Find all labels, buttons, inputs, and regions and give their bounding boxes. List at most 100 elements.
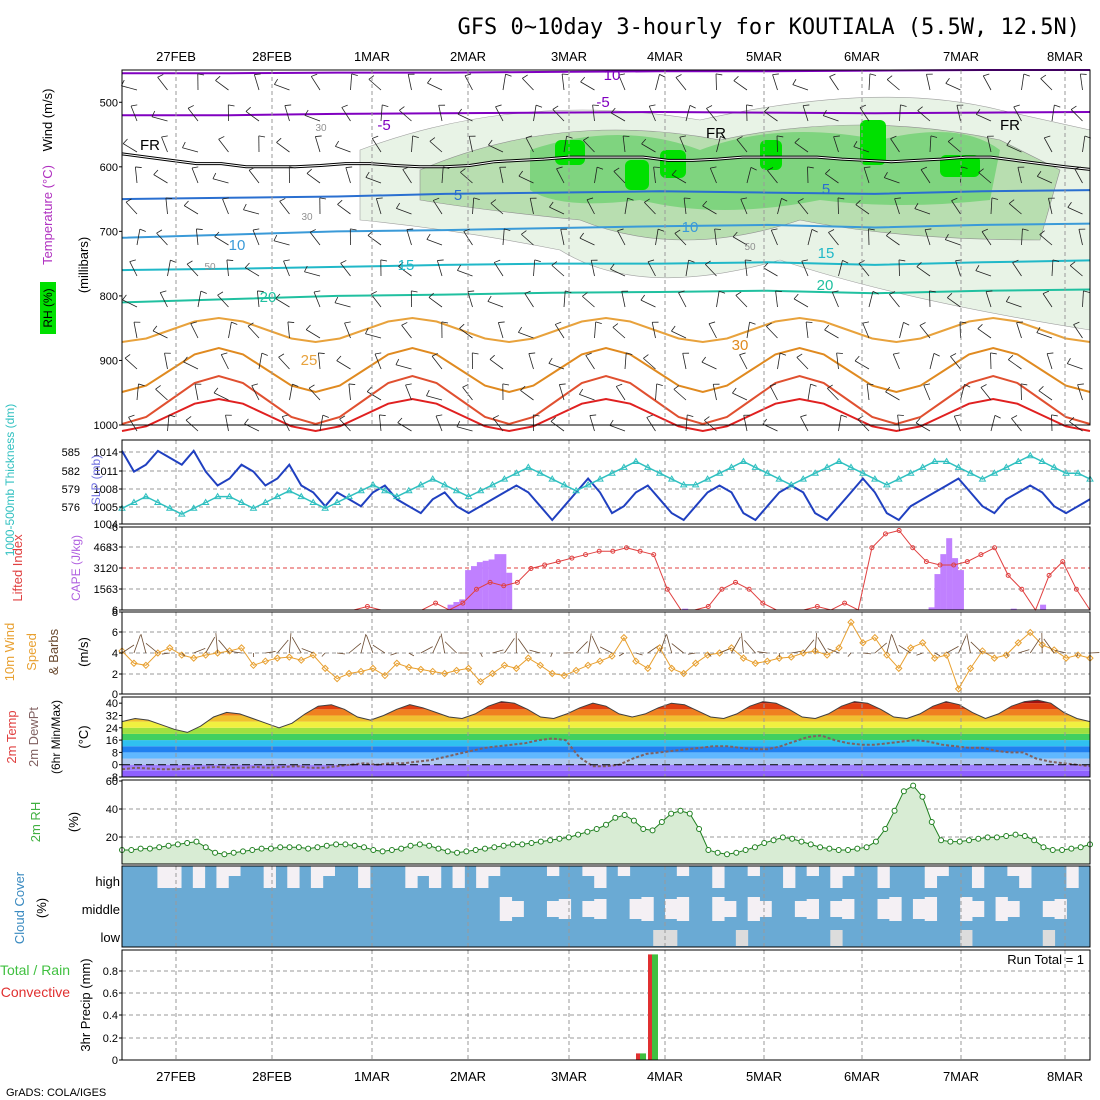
wind-barb [716, 136, 727, 153]
wind-speed-marker [572, 666, 580, 675]
wind-barb-shaft [427, 82, 443, 91]
wind-barb-flag [411, 290, 418, 293]
wind-barb-shaft [276, 142, 290, 153]
wind-barb-shaft [960, 384, 965, 401]
wind-barb [855, 200, 870, 215]
wind-barb-shaft [283, 260, 290, 277]
wind-barb-flag [688, 259, 695, 263]
wind-speed-marker [213, 649, 222, 657]
wind-barb [554, 321, 565, 339]
rh2m-marker [770, 837, 777, 844]
wind-barb-flag [275, 293, 281, 299]
wind-barb-shaft [831, 291, 839, 308]
rh-shade-90 [660, 150, 686, 178]
lifted-index-marker [869, 545, 875, 551]
wind-barb-shaft [980, 387, 992, 401]
cloud-middle-bar [912, 899, 926, 919]
wind-barb-flag [925, 228, 932, 231]
wind-barb-shaft [709, 167, 717, 184]
pressure-tick-label: 500 [100, 97, 118, 109]
wind-barb-shaft [923, 384, 931, 401]
slp-axis-label: SLP (mb) [89, 455, 103, 505]
rh2m-marker [1031, 837, 1038, 844]
date-label-top: 5MAR [746, 49, 782, 64]
wind-barb-shaft [1021, 73, 1025, 91]
rh2m-marker [463, 848, 470, 855]
wind-barb-shaft [563, 136, 567, 153]
wind-barb-shaft [1008, 359, 1022, 370]
wind-barb [886, 231, 900, 246]
wind-barb [990, 352, 997, 370]
wind-barb [987, 135, 994, 153]
wind-barb-shaft [594, 167, 598, 184]
wind-barb [161, 135, 168, 153]
wind-barb-shaft [374, 353, 382, 370]
thickness-marker [452, 486, 461, 494]
wind-barb [956, 104, 964, 122]
wind-barb-flag [1066, 358, 1071, 364]
axes-layer: 27FEB 28FEB 1MAR 2MAR 3MAR 4MAR 5MAR 6MAR 7MAR 8M… [0, 49, 1091, 1084]
wind-barb-flag [767, 167, 774, 171]
wind-barb-shaft [735, 295, 748, 308]
wind-barb [897, 414, 904, 432]
wind-barb-flag [469, 135, 476, 137]
contour-label: 30 [315, 123, 327, 134]
wind-barb-flag [933, 353, 940, 357]
wind-speed-marker [859, 639, 867, 647]
rh2m-marker [575, 831, 582, 838]
wind-barb [227, 104, 235, 122]
rh2m-marker [407, 842, 414, 849]
wind-barb-shaft [365, 177, 382, 184]
cloud-high-bar [842, 866, 855, 876]
wind-barb-flag [919, 322, 926, 326]
wind-barb-flag [289, 166, 296, 169]
wind-barb-flag [467, 290, 475, 292]
wind-barb-shaft [916, 266, 931, 277]
wind-barb [563, 290, 572, 308]
wind-barb-flag [156, 229, 163, 234]
wind-speed-marker [154, 649, 162, 657]
wind-barb-shaft [401, 325, 412, 339]
wind-barb-shaft [644, 202, 656, 215]
wind-barb [899, 104, 907, 122]
wind-barb-shaft [429, 141, 443, 153]
wind-barb-shaft [348, 383, 351, 401]
wind-barb-flag [612, 323, 619, 328]
wind-barb [502, 383, 510, 401]
wind-barb [281, 414, 290, 432]
wind-barb-flag [617, 228, 624, 232]
wind-barb [550, 416, 565, 432]
wind-barb-shaft [499, 167, 504, 184]
wind-barb [777, 352, 787, 370]
cloud-axis-label-2: (%) [34, 898, 49, 918]
cape-bar [1040, 604, 1047, 610]
pressure-tick-label: 1000 [94, 420, 118, 432]
wind-barb-shaft [529, 198, 534, 215]
wind-barb-10m [360, 633, 367, 654]
thickness-tick-label: 582 [62, 466, 80, 478]
cloud-middle-bar [629, 899, 642, 919]
wind-barb [792, 79, 809, 91]
wind-barb-10m [432, 635, 441, 654]
rh2m-marker [621, 812, 628, 818]
wind-barb-flag [365, 171, 370, 178]
wind-barb-flag [212, 172, 217, 179]
wind-barb-shaft [367, 235, 382, 246]
wind-barb-flag [182, 141, 186, 148]
wind-speed-marker [1074, 651, 1082, 659]
wind-barb-10m [891, 634, 900, 654]
wind-barb-flag [428, 292, 434, 298]
wind-barb-10m [218, 639, 230, 654]
wind-barb-shaft [769, 385, 778, 401]
cape-bar [682, 608, 689, 610]
wind-barb-shaft [705, 264, 717, 277]
wind-barb [1073, 321, 1083, 339]
lifted-index-marker [610, 548, 616, 554]
wind-barb-flag [473, 197, 480, 201]
wind-barb-shaft [563, 290, 566, 308]
temperature-color-band [122, 721, 1090, 728]
wind-barb [1048, 197, 1055, 215]
contour-label: 5 [454, 187, 462, 204]
lifted-index-marker [719, 586, 725, 592]
wind-barb-shaft [924, 229, 931, 246]
